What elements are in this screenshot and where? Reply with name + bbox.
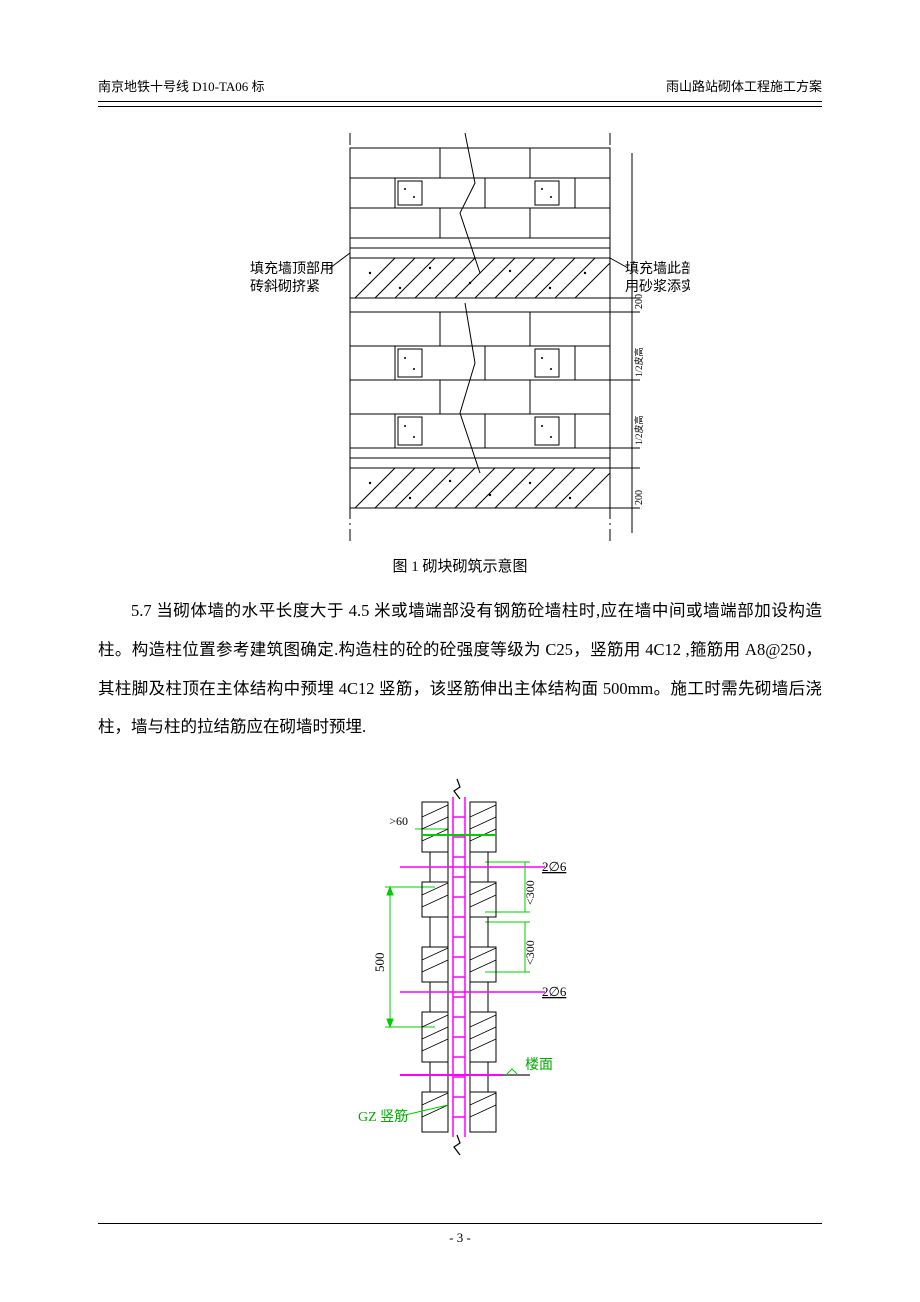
page-number: - 3 - (449, 1226, 471, 1246)
header-right: 雨山路站砌体工程施工方案 (666, 76, 822, 95)
fig1-label-left-1: 填充墙顶部用 (250, 261, 334, 277)
fig1-dim-200a: 200 (634, 294, 645, 309)
fig2-dim-300b: <300 (523, 940, 537, 965)
fig1-label-right-2: 用砂浆添实 (625, 279, 690, 295)
figure-1-diagram: 填充墙顶部用 砖斜砌挤紧 填充墙此部位 用砂浆添实 200 1/2皮高 1/2皮… (230, 133, 690, 543)
header-left: 南京地铁十号线 D10-TA06 标 (98, 76, 265, 95)
fig2-rebar-1: 2∅6 (542, 859, 567, 874)
fig2-floor-label: 楼面 (525, 1057, 553, 1073)
fig1-dim-half2: 1/2皮高 (633, 415, 644, 445)
header-rule (98, 106, 822, 107)
paragraph-5-7: 5.7 当砌体墙的水平长度大于 4.5 米或墙端部没有钢筋砼墙柱时,应在墙中间或… (98, 592, 822, 747)
figure-1-container: 填充墙顶部用 砖斜砌挤紧 填充墙此部位 用砂浆添实 200 1/2皮高 1/2皮… (98, 133, 822, 576)
fig2-dim-60: >60 (389, 814, 408, 828)
page-header: 南京地铁十号线 D10-TA06 标 雨山路站砌体工程施工方案 (98, 76, 822, 102)
figure-2-diagram: 500 <300 <300 >60 (330, 777, 590, 1157)
figure-2-container: 500 <300 <300 >60 (98, 777, 822, 1157)
fig2-dim-300a: <300 (523, 880, 537, 905)
page-footer: - 3 - (0, 1223, 920, 1246)
fig1-label-left-2: 砖斜砌挤紧 (250, 279, 320, 295)
fig1-dim-200b: 200 (634, 490, 645, 505)
figure-1-caption: 图 1 砌块砌筑示意图 (98, 555, 822, 576)
fig1-dim-half1: 1/2皮高 (633, 347, 644, 377)
fig2-gz-label: GZ 竖筋 (358, 1108, 408, 1125)
fig1-label-right-1: 填充墙此部位 (625, 261, 690, 277)
fig2-dim-500: 500 (372, 953, 387, 973)
fig2-rebar-2: 2∅6 (542, 984, 567, 999)
